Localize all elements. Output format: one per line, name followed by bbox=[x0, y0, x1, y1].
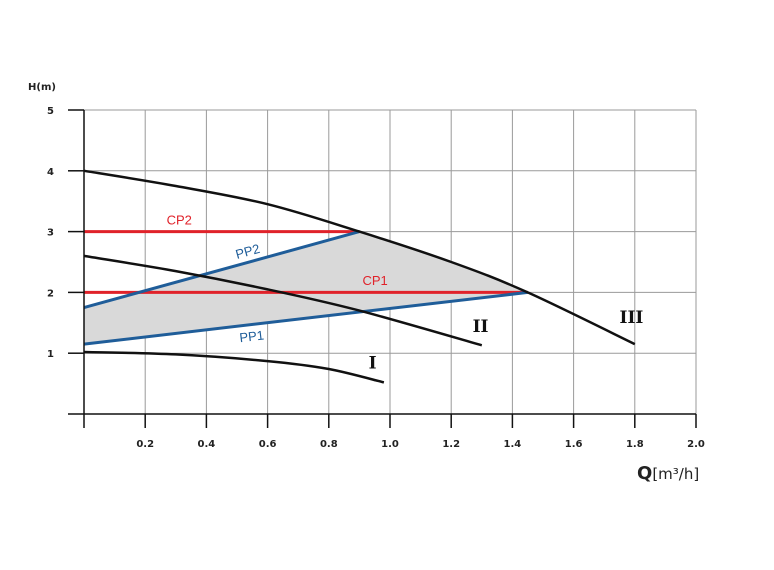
series-lines bbox=[83, 169, 636, 384]
curve-ii bbox=[83, 254, 483, 347]
x-tick-label: 0.2 bbox=[136, 439, 154, 450]
label-cp1: CP1 bbox=[362, 273, 387, 288]
label-pp1: PP1 bbox=[239, 328, 265, 346]
x-axis-label-main: Q bbox=[637, 463, 652, 484]
curve-i bbox=[83, 350, 385, 384]
y-tick-label: 2 bbox=[47, 288, 54, 299]
x-axis-label: Q[m³/h] bbox=[637, 463, 699, 484]
axes: 1 2 3 4 5 0.2 0.4 0.6 0.8 1.0 1.2 1.4 1.6 1.8 2.0 H(m) Q… bbox=[28, 82, 705, 484]
x-tick-label: 1.6 bbox=[565, 439, 583, 450]
label-curve-i: I bbox=[369, 353, 377, 373]
y-axis-label: H(m) bbox=[28, 82, 56, 93]
line-pp2 bbox=[83, 230, 360, 310]
curve-iii bbox=[83, 169, 636, 346]
x-tick-label: 1.0 bbox=[381, 439, 399, 450]
y-tick-label: 1 bbox=[47, 349, 54, 360]
label-curve-ii: II bbox=[473, 317, 489, 337]
label-curve-iii: III bbox=[620, 308, 644, 328]
x-tick-label: 1.8 bbox=[626, 439, 644, 450]
x-tick-label: 1.4 bbox=[504, 439, 522, 450]
x-tick-label: 2.0 bbox=[687, 439, 705, 450]
x-tick-label: 0.8 bbox=[320, 439, 338, 450]
label-pp2: PP2 bbox=[234, 241, 262, 262]
y-tick-label: 4 bbox=[47, 167, 54, 178]
x-tick-label: 0.6 bbox=[259, 439, 277, 450]
x-tick-label: 1.2 bbox=[442, 439, 460, 450]
x-axis-label-unit: [m³/h] bbox=[652, 465, 699, 483]
y-tick-label: 5 bbox=[47, 106, 54, 117]
label-cp2: CP2 bbox=[167, 212, 192, 227]
x-tick-label: 0.4 bbox=[198, 439, 216, 450]
line-pp1 bbox=[83, 290, 528, 346]
y-tick-label: 3 bbox=[47, 228, 54, 239]
operating-range-shaded-area bbox=[84, 231, 528, 345]
